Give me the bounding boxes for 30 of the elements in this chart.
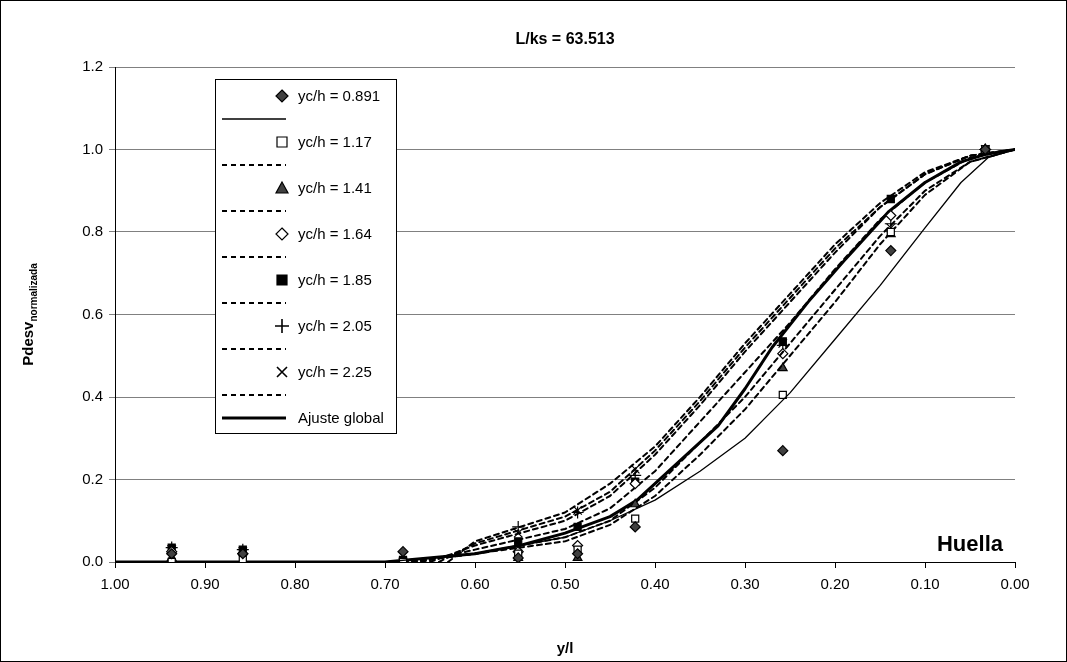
- y-tick-label: 1.2: [82, 57, 103, 75]
- x-tick-label: 1.00: [100, 575, 130, 593]
- x-tick-label: 0.50: [550, 575, 580, 593]
- chart-title: L/ks = 63.513: [515, 30, 615, 48]
- legend-label: yc/h = 1.64: [297, 225, 373, 242]
- legend-label: yc/h = 0.891: [297, 87, 382, 104]
- legend-label: yc/h = 1.17: [297, 133, 373, 150]
- legend-label: yc/h = 1.41: [297, 179, 373, 196]
- legend-label: Ajuste global: [297, 409, 385, 426]
- y-tick-label: 0.0: [82, 552, 103, 570]
- y-tick-label: 0.8: [82, 222, 103, 240]
- y-tick-label: 0.6: [82, 304, 103, 322]
- y-tick-label: 1.0: [82, 139, 103, 157]
- x-tick-label: 0.30: [730, 575, 760, 593]
- x-axis-title: y/l: [556, 639, 574, 657]
- legend-label: yc/h = 2.05: [297, 317, 373, 334]
- x-tick-label: 0.90: [190, 575, 220, 593]
- x-tick-label: 0.20: [820, 575, 850, 593]
- y-tick-label: 0.2: [82, 469, 103, 487]
- x-tick-label: 0.00: [1000, 575, 1030, 593]
- legend-label: yc/h = 1.85: [297, 271, 373, 288]
- y-axis-title: Pdesvnormalizada: [19, 262, 39, 366]
- x-tick-label: 0.40: [640, 575, 670, 593]
- legend-label: yc/h = 2.25: [297, 363, 373, 380]
- x-tick-label: 0.10: [910, 575, 940, 593]
- annotation: Huella: [936, 531, 1004, 557]
- x-tick-label: 0.80: [280, 575, 310, 593]
- x-tick-label: 0.70: [370, 575, 400, 593]
- x-tick-label: 0.60: [460, 575, 490, 593]
- y-tick-label: 0.4: [82, 387, 103, 405]
